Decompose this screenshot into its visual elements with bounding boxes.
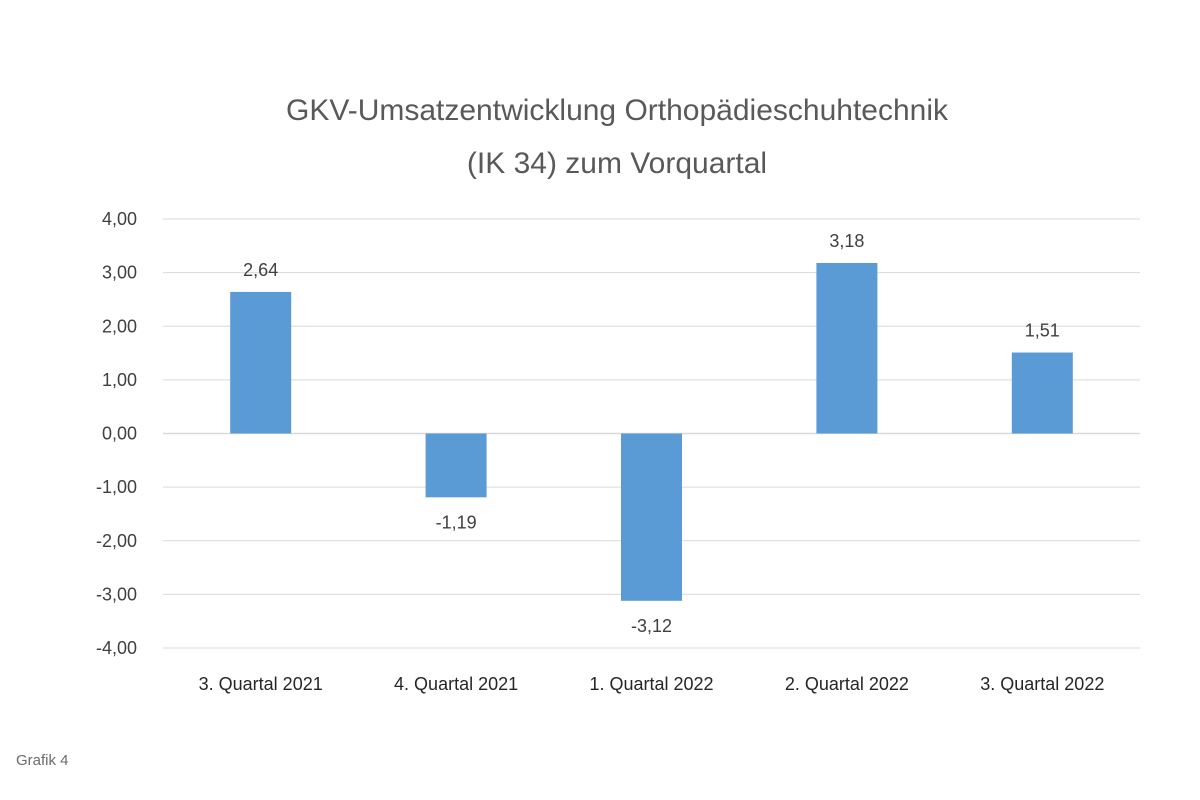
y-tick-label: -1,00 (96, 477, 137, 497)
data-label: -1,19 (436, 512, 477, 532)
y-tick-label: 3,00 (102, 263, 137, 283)
chart-title: GKV-Umsatzentwicklung Orthopädieschuhtec… (286, 94, 949, 180)
x-category-label: 3. Quartal 2022 (980, 674, 1104, 694)
bar-5 (1011, 352, 1073, 434)
chart-title-line-2: (IK 34) zum Vorquartal (467, 147, 767, 180)
chart-title-line-1: GKV-Umsatzentwicklung Orthopädieschuhtec… (286, 94, 949, 127)
bar-1 (230, 291, 292, 434)
x-axis-category-labels: 3. Quartal 2021 4. Quartal 2021 1. Quartal… (199, 674, 1105, 694)
y-axis-tick-labels: 4,00 3,00 2,00 1,00 0,00 -1,00 -2,00 -3,00 -4,00 (96, 209, 137, 658)
data-label: 1,51 (1025, 321, 1060, 341)
y-tick-label: 1,00 (102, 370, 137, 390)
data-labels: 2,64 -1,19 -3,12 3,18 1,51 (243, 231, 1060, 636)
y-tick-label: -3,00 (96, 584, 137, 604)
data-label: 2,64 (243, 260, 278, 280)
bar-2 (425, 433, 487, 498)
y-tick-label: 0,00 (102, 424, 137, 444)
data-label: -3,12 (631, 616, 672, 636)
bar-4 (816, 262, 878, 434)
x-category-label: 4. Quartal 2021 (394, 674, 518, 694)
bar-chart: GKV-Umsatzentwicklung Orthopädieschuhtec… (96, 94, 1140, 694)
y-tick-label: 2,00 (102, 316, 137, 336)
figure-caption: Grafik 4 (16, 752, 69, 769)
bars (230, 262, 1073, 601)
y-tick-label: -4,00 (96, 638, 137, 658)
y-tick-label: 4,00 (102, 209, 137, 229)
x-category-label: 2. Quartal 2022 (785, 674, 909, 694)
data-label: 3,18 (829, 231, 864, 251)
bar-3 (621, 433, 682, 601)
y-tick-label: -2,00 (96, 531, 137, 551)
x-category-label: 1. Quartal 2022 (589, 674, 713, 694)
x-category-label: 3. Quartal 2021 (199, 674, 323, 694)
